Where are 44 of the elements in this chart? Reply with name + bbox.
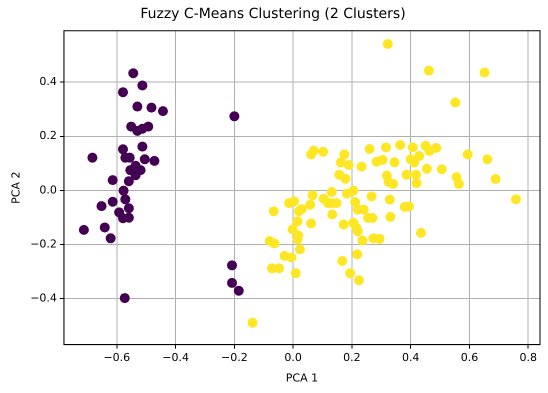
x-tick-label: 0.6 — [460, 351, 478, 364]
point — [118, 144, 128, 154]
point — [140, 154, 150, 164]
x-axis-title: PCA 1 — [286, 371, 318, 384]
x-tick-label: −0.2 — [221, 351, 248, 364]
point — [118, 87, 128, 98]
y-tick-label: −0.4 — [30, 291, 57, 304]
point — [96, 201, 107, 212]
point — [120, 293, 130, 304]
point — [149, 156, 160, 166]
x-tick-label: 0.2 — [343, 351, 361, 364]
point — [87, 152, 98, 163]
point — [143, 122, 154, 132]
point — [124, 203, 134, 214]
point — [108, 175, 118, 186]
y-tick-label: 0.0 — [39, 183, 57, 196]
point — [106, 233, 116, 244]
point — [234, 286, 244, 296]
x-tick-label: −0.4 — [162, 351, 189, 364]
y-tick-label: −0.2 — [30, 237, 57, 250]
point — [128, 68, 138, 78]
x-tick-label: 0.0 — [284, 351, 302, 364]
point — [229, 111, 240, 122]
y-tick-label: 0.4 — [39, 75, 57, 88]
point — [227, 260, 238, 270]
point — [124, 176, 134, 186]
point — [158, 106, 168, 116]
x-tick-label: −0.6 — [103, 351, 130, 364]
point — [118, 186, 129, 196]
point — [100, 222, 110, 232]
point — [132, 102, 142, 112]
point — [227, 278, 238, 288]
point — [146, 102, 156, 113]
point — [120, 194, 130, 204]
chart-title: Fuzzy C-Means Clustering (2 Clusters) — [140, 6, 406, 22]
point — [137, 80, 148, 90]
point — [137, 142, 148, 152]
point — [78, 224, 89, 235]
x-tick-label: 0.8 — [519, 351, 537, 364]
y-axis-title: PCA 2 — [9, 172, 22, 204]
y-tick-label: 0.2 — [39, 129, 57, 142]
point — [130, 170, 141, 180]
x-tick-label: 0.4 — [402, 351, 420, 364]
point — [108, 196, 118, 207]
